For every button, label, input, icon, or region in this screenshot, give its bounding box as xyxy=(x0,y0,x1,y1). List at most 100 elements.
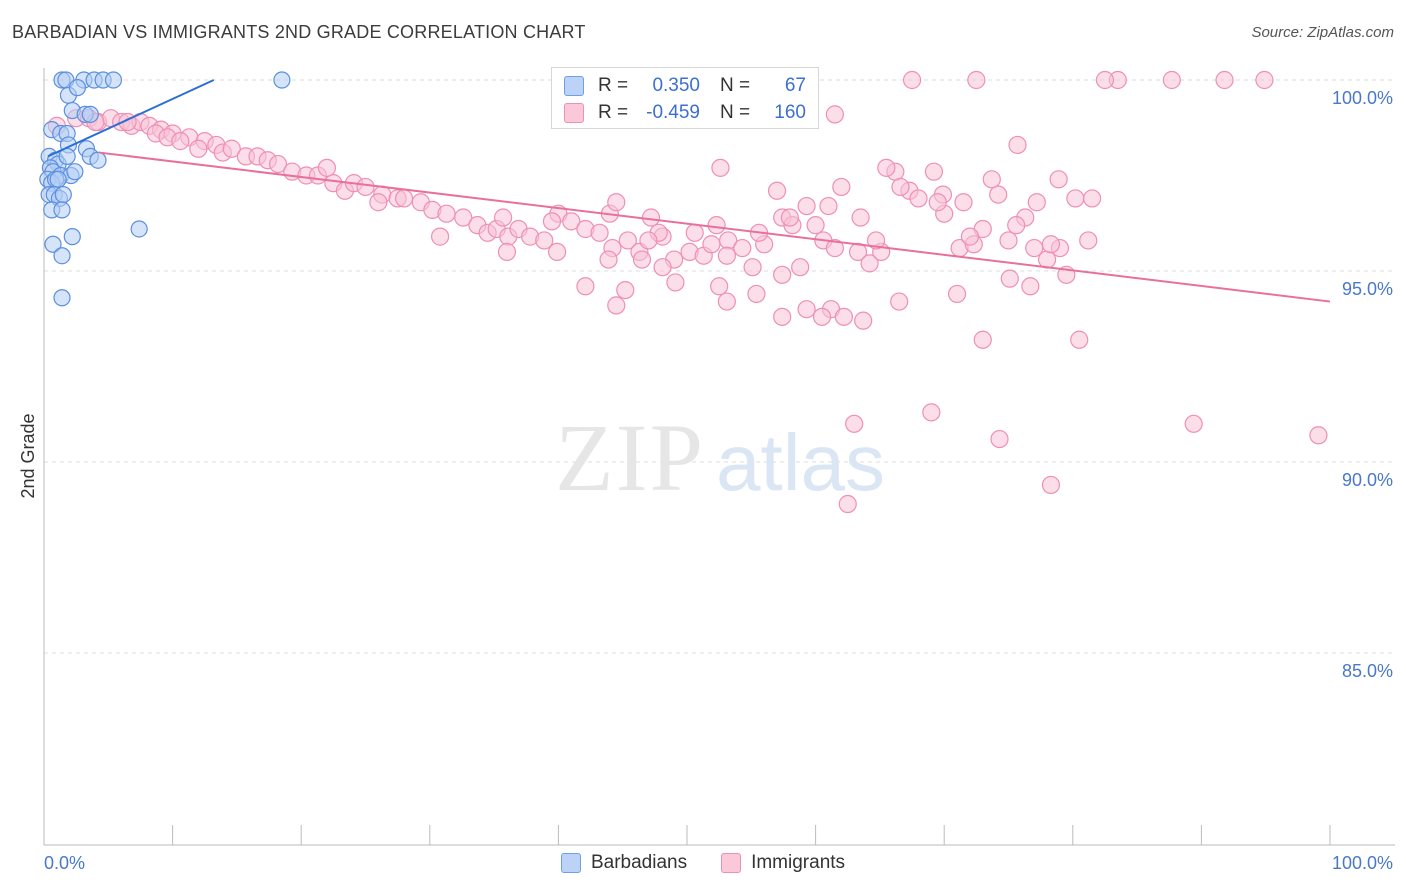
legend-row-barbadians: R = 0.350 N = 67 xyxy=(564,74,806,98)
source-credit: Source: ZipAtlas.com xyxy=(1251,24,1394,41)
immigrants-point xyxy=(909,189,928,208)
immigrants-point xyxy=(222,139,241,158)
barbadians-point xyxy=(130,220,148,238)
legend-r-label: R = xyxy=(598,102,629,123)
immigrants-point xyxy=(707,216,726,235)
immigrants-point xyxy=(990,429,1009,449)
immigrants-point xyxy=(773,265,792,284)
immigrants-point xyxy=(733,238,752,258)
immigrants-point xyxy=(851,208,870,227)
legend-swatch-immigrants xyxy=(564,103,584,123)
immigrants-point xyxy=(891,177,910,197)
x-tick-label-max: 100.0% xyxy=(1332,853,1393,873)
trend-lines xyxy=(47,79,1331,303)
immigrants-point xyxy=(819,196,838,216)
immigrants-point xyxy=(854,311,873,330)
immigrants-point xyxy=(666,273,685,292)
legend-item-immigrants: Immigrants xyxy=(721,852,845,874)
immigrants-point xyxy=(973,330,992,349)
immigrants-point xyxy=(1007,216,1026,235)
immigrants-point xyxy=(832,177,851,197)
immigrants-point xyxy=(1309,426,1328,445)
watermark-atlas: atlas xyxy=(716,418,885,507)
immigrants-point xyxy=(717,246,736,265)
immigrants-point xyxy=(653,258,672,277)
immigrants-point xyxy=(268,154,288,174)
immigrants-point xyxy=(616,281,635,300)
immigrants-point xyxy=(702,235,721,254)
immigrants-trend-line xyxy=(99,151,1331,303)
immigrants-point xyxy=(1027,193,1046,212)
immigrants-point xyxy=(890,292,909,311)
immigrants-point xyxy=(866,231,886,250)
stats-legend: R = 0.350 N = 67 R = -0.459 N = 160 xyxy=(551,67,819,129)
y-tick-label: 100.0% xyxy=(1332,88,1393,108)
barbadians-point xyxy=(66,163,84,181)
legend-label-barbadians: Barbadians xyxy=(590,852,688,873)
immigrants-point xyxy=(922,403,941,422)
immigrants-point xyxy=(902,70,922,90)
watermark-zip: ZIP xyxy=(555,404,705,511)
y-axis-label: 2nd Grade xyxy=(18,413,38,498)
immigrants-point xyxy=(806,216,825,235)
immigrants-point xyxy=(618,231,637,250)
immigrants-point xyxy=(989,185,1008,204)
legend-n-value: 67 xyxy=(784,75,806,96)
immigrants-point xyxy=(791,258,810,277)
y-tick-label: 85.0% xyxy=(1342,661,1393,681)
legend-n-label: N = xyxy=(720,102,751,123)
immigrants-point xyxy=(356,177,375,197)
immigrants-point xyxy=(845,414,864,433)
legend-r-value: 0.350 xyxy=(652,75,700,96)
immigrants-point xyxy=(1079,231,1098,250)
immigrants-point xyxy=(497,242,517,261)
immigrants-point xyxy=(743,258,762,277)
immigrants-point xyxy=(780,208,799,227)
y-tick-label: 95.0% xyxy=(1342,279,1393,299)
immigrants-point xyxy=(607,296,626,315)
barbadians-series xyxy=(39,71,291,307)
series-legend: Barbadians Immigrants xyxy=(0,852,1406,874)
immigrants-point xyxy=(189,139,208,158)
immigrants-point xyxy=(860,254,879,273)
immigrants-point xyxy=(747,284,766,304)
barbadians-point xyxy=(104,71,123,89)
immigrants-point xyxy=(1025,238,1044,258)
immigrants-point xyxy=(685,223,704,242)
immigrants-point xyxy=(848,242,868,261)
immigrants-point xyxy=(437,204,456,223)
immigrants-point xyxy=(454,208,473,227)
immigrants-point xyxy=(947,284,967,304)
immigrants-point xyxy=(825,238,844,258)
immigrants-point xyxy=(1184,414,1203,433)
immigrants-point xyxy=(1215,70,1234,90)
barbadians-point xyxy=(89,151,107,169)
immigrants-point xyxy=(838,494,857,514)
immigrants-point xyxy=(825,105,844,124)
immigrants-point xyxy=(590,223,609,242)
legend-r-value: -0.459 xyxy=(646,102,700,123)
immigrants-point xyxy=(982,170,1001,189)
barbadians-point xyxy=(54,186,72,204)
immigrants-point xyxy=(632,250,652,269)
barbadians-point xyxy=(53,201,71,219)
immigrants-point xyxy=(1082,189,1102,208)
legend-r-label: R = xyxy=(598,75,629,96)
legend-swatch-barbadians xyxy=(564,76,584,96)
immigrants-point xyxy=(1095,70,1115,90)
immigrants-point xyxy=(1041,235,1061,254)
legend-item-barbadians: Barbadians xyxy=(560,852,688,874)
legend-n-label: N = xyxy=(720,75,751,96)
immigrants-point xyxy=(1070,330,1089,349)
immigrants-point xyxy=(954,193,973,212)
immigrants-point xyxy=(562,212,581,231)
immigrants-point xyxy=(1008,135,1027,155)
immigrants-point xyxy=(999,231,1018,250)
y-tick-label: 90.0% xyxy=(1342,470,1393,490)
barbadians-point xyxy=(44,235,62,253)
legend-swatch-barbadians xyxy=(560,853,581,873)
immigrants-point xyxy=(639,231,658,250)
barbadians-point xyxy=(63,228,81,246)
legend-swatch-immigrants xyxy=(721,853,742,873)
barbadians-point xyxy=(53,247,71,265)
